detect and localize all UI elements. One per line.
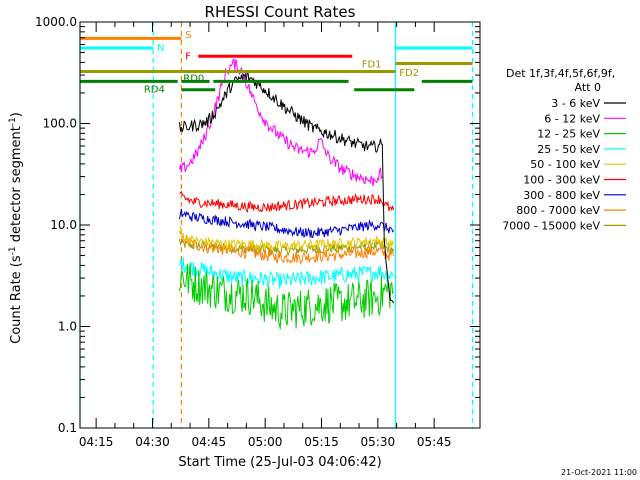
y-tick-label: 100.0 — [43, 117, 77, 131]
flag-label-fd1: FD1 — [362, 60, 382, 71]
x-tick-label: 04:15 — [79, 435, 114, 449]
x-tick-label: 04:45 — [192, 435, 227, 449]
legend-entry-label: 50 - 100 keV — [530, 158, 600, 171]
chart-title: RHESSI Count Rates — [205, 3, 356, 21]
x-tick-label: 04:30 — [135, 435, 170, 449]
x-tick-label: 05:45 — [417, 435, 452, 449]
flag-label-rd4: RD4 — [144, 85, 165, 96]
x-tick-label: 05:30 — [361, 435, 396, 449]
series-line-12-25keV — [179, 263, 395, 330]
flag-label-n: N — [157, 43, 164, 54]
series-line-300-800keV — [179, 208, 394, 239]
legend-entry-label: 6 - 12 keV — [544, 112, 600, 125]
series-line-50-100keV — [179, 225, 395, 251]
y-tick-label: 0.1 — [58, 421, 77, 435]
legend-entry-label: 12 - 25 keV — [537, 128, 600, 141]
legend-entry-label: 300 - 800 keV — [523, 189, 600, 202]
legend-header: Det 1f,3f,4f,5f,6f,9f, — [506, 67, 615, 80]
y-tick-label: 10.0 — [50, 218, 77, 232]
series-layer — [179, 58, 395, 330]
legend: Det 1f,3f,4f,5f,6f,9f,Att 0 3 - 6 keV 6 - … — [502, 67, 626, 232]
y-tick-label: 1.0 — [58, 320, 77, 334]
legend-entry-label: 800 - 7000 keV — [516, 204, 600, 217]
series-line-3-6keV — [179, 72, 395, 304]
axes: 0.1 1.0 10.0 100.0 1000.0 04:15 04:30 04:45 05:0… — [35, 15, 480, 449]
x-tick-label: 05:15 — [304, 435, 339, 449]
flag-label-fd2: FD2 — [399, 68, 419, 79]
series-line-25-50keV — [179, 256, 395, 289]
legend-header-att: Att 0 — [575, 81, 601, 94]
legend-entry-label: 3 - 6 keV — [551, 97, 600, 110]
flag-label-s: S — [185, 30, 191, 41]
series-line-6-12keV — [179, 58, 383, 187]
series-line-7000-15000keV — [179, 238, 395, 257]
legend-entry-label: 100 - 300 keV — [523, 174, 600, 187]
flag-bars: S N F FD1 FD2 RD0 RD4 — [80, 30, 473, 96]
flag-label-rd0: RD0 — [183, 73, 204, 84]
x-tick-label: 05:00 — [248, 435, 283, 449]
x-axis-label: Start Time (25-Jul-03 04:06:42) — [178, 455, 381, 470]
y-tick-label: 1000.0 — [35, 15, 77, 29]
y-axis-label: Count Rate (s-1 detector segment-1) — [8, 112, 24, 344]
series-line-800-7000keV — [179, 230, 395, 265]
flag-label-f: F — [185, 51, 191, 62]
legend-entry-label: 7000 - 15000 keV — [502, 219, 600, 232]
footer-date: 21-Oct-2021 11:00 — [561, 468, 637, 477]
legend-entry-label: 25 - 50 keV — [537, 143, 600, 156]
series-line-100-300keV — [179, 190, 395, 214]
